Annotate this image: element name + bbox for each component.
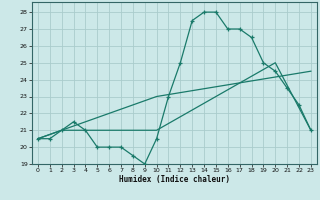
X-axis label: Humidex (Indice chaleur): Humidex (Indice chaleur) bbox=[119, 175, 230, 184]
